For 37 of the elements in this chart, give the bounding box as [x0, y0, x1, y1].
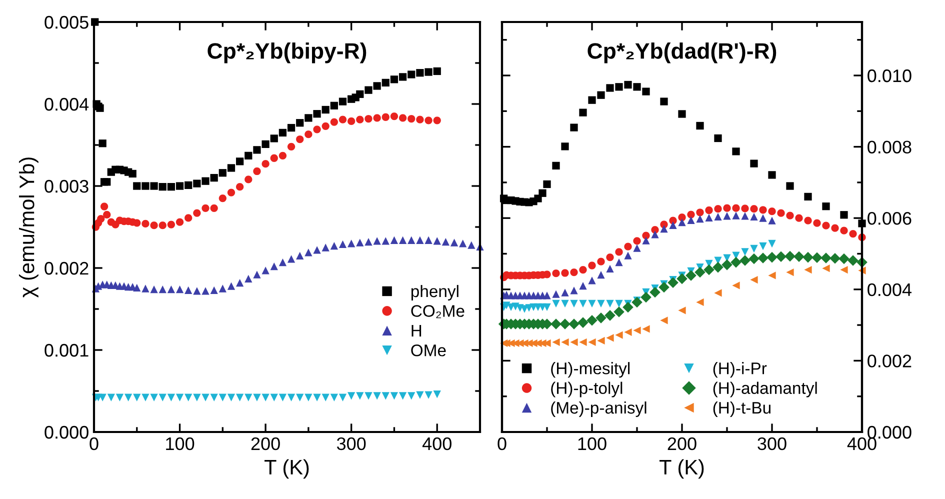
x-tick-label: 100: [166, 437, 194, 450]
y2-tick-label: 0.000: [868, 426, 912, 439]
legend-label: CO₂Me: [411, 305, 464, 318]
y-axis-title: χ (emu/mol Yb): [18, 158, 38, 298]
x-tick-label: 0: [90, 437, 98, 450]
legend-label: (H)-t-Bu: [713, 401, 770, 417]
x-tick-label: 200: [668, 437, 696, 450]
x-tick-label: 0: [498, 437, 506, 450]
y-tick-label: 0.004: [44, 98, 89, 111]
legend-label: H: [412, 324, 422, 336]
y-tick-label: 0.003: [44, 180, 88, 193]
y2-tick-label: 0.008: [868, 140, 912, 154]
legend-label: OMe: [411, 344, 446, 356]
x-axis-title: T (K): [264, 459, 309, 479]
y2-tick-label: 0.010: [868, 69, 912, 82]
y2-tick-label: 0.006: [868, 212, 912, 225]
text: Cp*₂Yb(dad(R')-R): [588, 42, 776, 64]
legend-label: (H)-adamantyl: [713, 382, 817, 398]
y-tick-label: 0.005: [44, 16, 88, 29]
y-tick-label: 0.000: [44, 426, 88, 439]
x-tick-label: 200: [251, 437, 280, 450]
legend-label: phenyl: [411, 284, 458, 300]
text: Cp*₂Yb(bipy-R): [208, 42, 366, 64]
y-tick-label: 0.001: [44, 344, 88, 357]
x-axis-title: T (K): [660, 459, 704, 479]
y2-tick-label: 0.002: [868, 354, 912, 368]
legend-label: (H)-i-Pr: [713, 362, 767, 378]
x-tick-label: 300: [758, 437, 786, 450]
y2-tick-label: 0.004: [868, 283, 912, 296]
legend-label: (Me)-p-anisyl: [551, 401, 646, 417]
legend-label: (H)-mesityl: [551, 362, 630, 378]
legend-label: (H)-p-tolyl: [551, 382, 622, 398]
x-tick-label: 400: [847, 437, 876, 450]
x-tick-label: 300: [336, 437, 366, 450]
x-tick-label: 100: [578, 437, 606, 450]
y-tick-label: 0.002: [44, 262, 88, 275]
x-tick-label: 400: [422, 437, 452, 450]
